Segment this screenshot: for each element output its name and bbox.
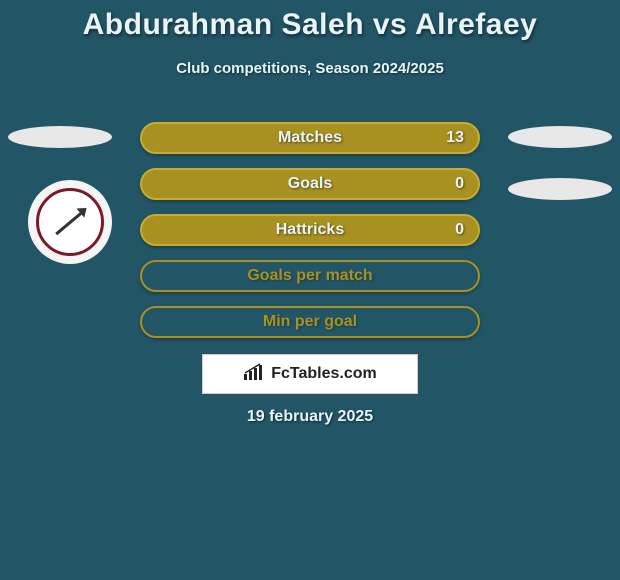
club-badge-sword-icon (55, 209, 85, 234)
stat-value: 0 (455, 175, 464, 193)
chart-bars-icon (243, 363, 265, 386)
stat-bar-matches: Matches 13 (140, 122, 480, 154)
club-badge-left (28, 180, 112, 264)
snapshot-date: 19 february 2025 (0, 408, 620, 426)
logo-text: FcTables.com (271, 365, 377, 383)
stat-label: Goals per match (247, 267, 372, 285)
player-left-name-pill (8, 126, 112, 148)
stat-bar-goals: Goals 0 (140, 168, 480, 200)
stat-bar-min-per-goal: Min per goal (140, 306, 480, 338)
stat-label: Goals (288, 175, 332, 193)
fctables-logo[interactable]: FcTables.com (202, 354, 418, 394)
stat-label: Min per goal (263, 313, 357, 331)
stat-value: 0 (455, 221, 464, 239)
stat-bars: Matches 13 Goals 0 Hattricks 0 Goals per… (140, 122, 480, 352)
stat-value: 13 (446, 129, 464, 147)
player-right-club-pill (508, 178, 612, 200)
stat-bar-hattricks: Hattricks 0 (140, 214, 480, 246)
stat-bar-goals-per-match: Goals per match (140, 260, 480, 292)
player-right-name-pill (508, 126, 612, 148)
page-subtitle: Club competitions, Season 2024/2025 (0, 60, 620, 77)
page-title: Abdurahman Saleh vs Alrefaey (0, 0, 620, 42)
stat-label: Matches (278, 129, 342, 147)
stat-label: Hattricks (276, 221, 344, 239)
club-badge-ring (36, 188, 104, 256)
